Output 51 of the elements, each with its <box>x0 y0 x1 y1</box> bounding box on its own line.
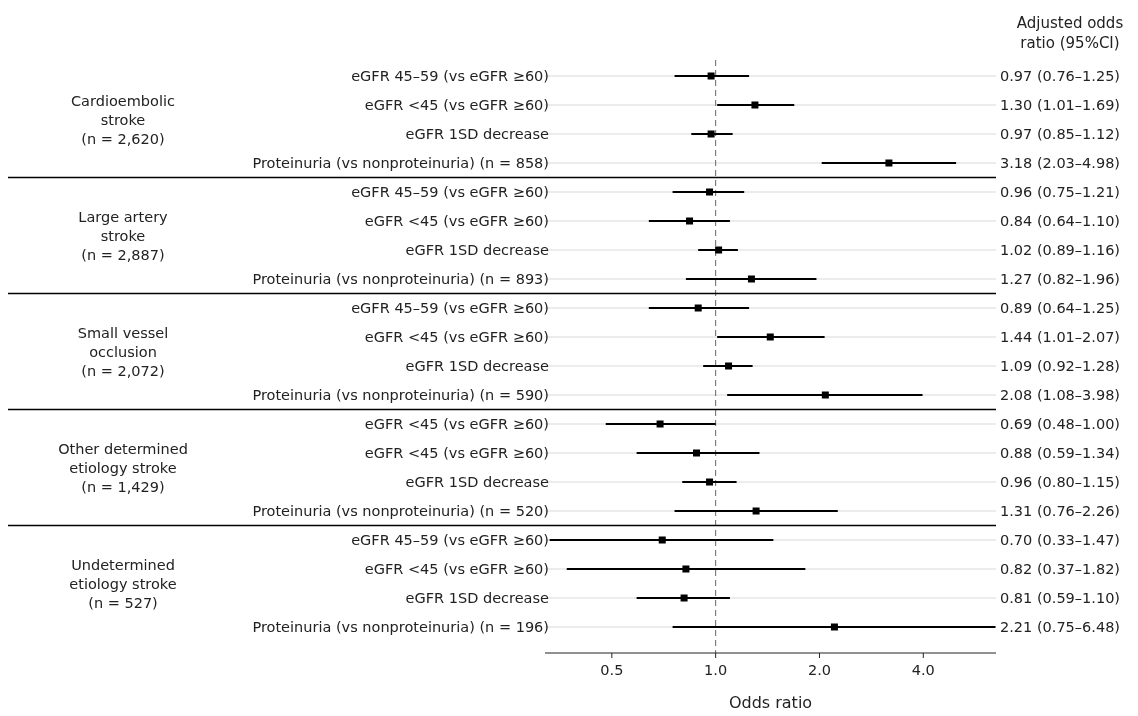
y-tick-label: eGFR <45 (vs eGFR ≥60) <box>364 329 549 346</box>
y-tick-label: Proteinuria (vs nonproteinuria) (n = 520) <box>252 503 549 520</box>
x-tick-label: 4.0 <box>911 662 935 678</box>
x-tick-label: 2.0 <box>807 662 831 678</box>
y-tick-label: eGFR 45–59 (vs eGFR ≥60) <box>351 300 549 317</box>
y-tick-label: eGFR <45 (vs eGFR ≥60) <box>364 561 549 578</box>
text: Small vessel occlusion (n = 2,072) <box>77 324 169 379</box>
data-label: 1.02 (0.89–1.16) <box>1000 242 1121 259</box>
y-tick-label: Proteinuria (vs nonproteinuria) (n = 196) <box>252 619 549 636</box>
data-label: 1.27 (0.82–1.96) <box>1000 271 1121 288</box>
data-label: 0.97 (0.76–1.25) <box>1000 68 1121 85</box>
data-label: 0.89 (0.64–1.25) <box>1000 300 1121 317</box>
y-tick-label: eGFR 1SD decrease <box>405 358 550 375</box>
y-tick-label: eGFR 45–59 (vs eGFR ≥60) <box>351 184 549 201</box>
x-axis-title: Odds ratio <box>728 693 813 712</box>
y-tick-label: eGFR <45 (vs eGFR ≥60) <box>364 97 549 114</box>
text: Large artery stroke (n = 2,887) <box>78 208 169 263</box>
data-label: 2.08 (1.08–3.98) <box>1000 387 1121 404</box>
y-tick-label: eGFR <45 (vs eGFR ≥60) <box>364 445 549 462</box>
data-label: 1.09 (0.92–1.28) <box>1000 358 1121 375</box>
y-tick-label: Proteinuria (vs nonproteinuria) (n = 858) <box>252 155 549 172</box>
data-label: 0.70 (0.33–1.47) <box>1000 532 1121 549</box>
text: Undetermined etiology stroke (n = 527) <box>69 556 177 611</box>
y-tick-label: eGFR <45 (vs eGFR ≥60) <box>364 416 549 433</box>
data-label: 0.96 (0.80–1.15) <box>1000 474 1121 491</box>
y-tick-label: eGFR 1SD decrease <box>405 242 550 259</box>
text: Other determined etiology stroke (n = 1,429) <box>58 440 188 495</box>
y-tick-label: Proteinuria (vs nonproteinuria) (n = 590) <box>252 387 549 404</box>
data-label: 3.18 (2.03–4.98) <box>1000 155 1121 172</box>
data-label: 1.44 (1.01–2.07) <box>1000 329 1121 346</box>
y-tick-label: Proteinuria (vs nonproteinuria) (n = 893) <box>252 271 549 288</box>
data-label: 0.97 (0.85–1.12) <box>1000 126 1121 143</box>
x-tick-label: 1.0 <box>704 662 728 678</box>
text: Adjusted odds ratio (95%CI) <box>1016 14 1124 52</box>
data-label: 0.69 (0.48–1.00) <box>1000 416 1121 433</box>
y-tick-label: eGFR 1SD decrease <box>405 126 550 143</box>
data-label: 0.82 (0.37–1.82) <box>1000 561 1121 578</box>
y-tick-label: eGFR 45–59 (vs eGFR ≥60) <box>351 68 549 85</box>
y-tick-label: eGFR <45 (vs eGFR ≥60) <box>364 213 549 230</box>
data-label: 0.84 (0.64–1.10) <box>1000 213 1121 230</box>
data-label: 0.96 (0.75–1.21) <box>1000 184 1121 201</box>
data-label: 0.88 (0.59–1.34) <box>1000 445 1121 462</box>
x-tick-label: 0.5 <box>600 662 624 678</box>
data-label: 0.81 (0.59–1.10) <box>1000 590 1121 607</box>
text: Cardioembolic stroke (n = 2,620) <box>71 92 176 147</box>
y-tick-label: eGFR 1SD decrease <box>405 590 550 607</box>
y-tick-label: eGFR 45–59 (vs eGFR ≥60) <box>351 532 549 549</box>
data-label: 2.21 (0.75–6.48) <box>1000 619 1121 636</box>
y-tick-label: eGFR 1SD decrease <box>405 474 550 491</box>
data-label: 1.30 (1.01–1.69) <box>1000 97 1121 114</box>
data-label: 1.31 (0.76–2.26) <box>1000 503 1121 520</box>
